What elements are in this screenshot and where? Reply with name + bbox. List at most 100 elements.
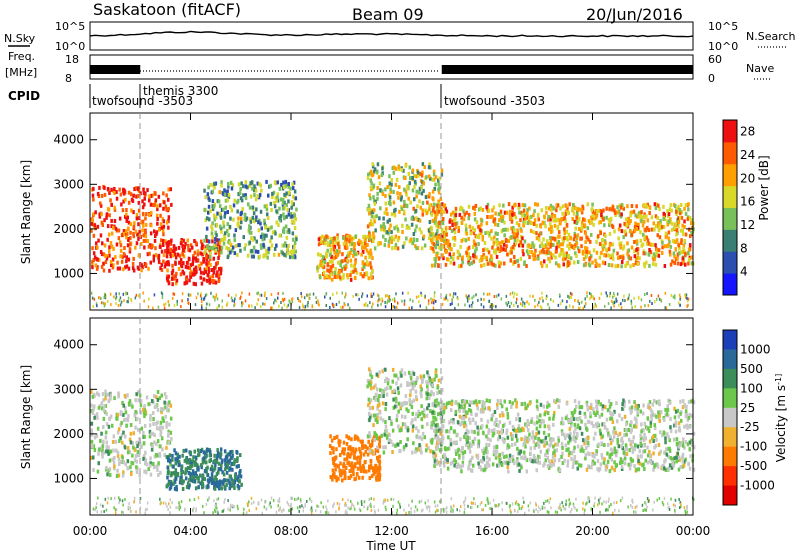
- echo-cell-0: [108, 213, 111, 218]
- echo-cell-4: [438, 186, 441, 191]
- echo-cell-1: [193, 239, 196, 243]
- ground-scatter-cell: [550, 298, 552, 301]
- echo-cell-5: [441, 234, 444, 239]
- echo-cell-5: [618, 209, 621, 214]
- echo-cell-5: [559, 242, 562, 247]
- echo-cell-4: [505, 407, 508, 412]
- echo-cell-3: [434, 370, 437, 375]
- echo-cell-1: [191, 469, 195, 474]
- echo-cell-2: [284, 224, 288, 229]
- echo-cell-0: [164, 249, 167, 254]
- echo-cell-1: [187, 458, 190, 463]
- echo-cell-4: [586, 451, 590, 456]
- echo-cell-1: [171, 453, 174, 458]
- echo-cell-4: [392, 237, 396, 242]
- ground-scatter-cell: [181, 292, 184, 296]
- ground-scatter-cell: [674, 294, 676, 298]
- ground-scatter-cell: [325, 292, 327, 296]
- echo-cell-2: [286, 248, 289, 252]
- echo-cell-4: [550, 438, 553, 443]
- echo-cell-2: [378, 439, 381, 444]
- echo-cell-4: [638, 449, 641, 454]
- echo-cell-0: [105, 449, 108, 454]
- echo-cell-0: [124, 214, 127, 219]
- ground-scatter-cell: [206, 302, 208, 306]
- echo-cell-3: [416, 435, 419, 440]
- echo-cell-5: [683, 239, 686, 243]
- echo-cell-0: [158, 396, 162, 401]
- echo-cell-1: [165, 254, 169, 259]
- echo-cell-1: [174, 468, 177, 473]
- echo-cell-0: [105, 465, 108, 470]
- echo-cell-3: [389, 419, 393, 424]
- echo-cell-0: [149, 417, 152, 422]
- echo-cell-0: [160, 249, 164, 254]
- echo-cell-3: [365, 260, 369, 265]
- echo-cell-0: [99, 438, 102, 443]
- echo-cell-4: [474, 421, 477, 426]
- echo-cell-4: [390, 230, 393, 235]
- echo-cell-0: [104, 403, 108, 408]
- echo-cell-3: [354, 252, 357, 257]
- ground-scatter-cell: [507, 301, 510, 305]
- echo-cell-4: [415, 174, 418, 179]
- echo-cell-2: [290, 200, 294, 205]
- echo-cell-1: [206, 273, 209, 278]
- echo-cell-5: [522, 220, 525, 225]
- echo-cell-5: [601, 260, 605, 265]
- echo-cell-0: [133, 221, 136, 226]
- echo-cell-4: [380, 173, 384, 178]
- echo-cell-4: [601, 455, 604, 460]
- echo-cell-5: [451, 236, 455, 241]
- echo-cell-0: [149, 194, 153, 198]
- echo-cell-2: [369, 459, 372, 463]
- ground-scatter-cell: [260, 293, 263, 297]
- echo-cell-5: [486, 202, 490, 207]
- echo-cell-0: [153, 229, 156, 234]
- echo-cell-4: [381, 192, 385, 197]
- echo-cell-1: [199, 275, 202, 280]
- echo-cell-1: [208, 453, 212, 458]
- ground-scatter-cell: [302, 305, 304, 309]
- echo-cell-5: [449, 260, 453, 265]
- echo-cell-4: [506, 446, 509, 451]
- ground-scatter-cell: [344, 295, 346, 299]
- echo-cell-5: [627, 220, 631, 225]
- echo-cell-4: [423, 243, 427, 248]
- echo-cell-4: [431, 177, 434, 182]
- echo-cell-2: [261, 232, 264, 237]
- echo-cell-5: [437, 235, 441, 240]
- echo-cell-2: [213, 243, 216, 248]
- echo-cell-0: [162, 219, 166, 224]
- ground-scatter-cell: [500, 297, 503, 301]
- echo-cell-1: [206, 478, 210, 483]
- echo-cell-5: [506, 227, 510, 232]
- echo-cell-0: [141, 205, 145, 210]
- ground-scatter-cell: [574, 298, 576, 302]
- echo-cell-3: [325, 274, 329, 279]
- echo-cell-4: [682, 437, 685, 442]
- echo-cell-0: [119, 459, 122, 464]
- echo-cell-2: [252, 245, 256, 250]
- ground-scatter-cell: [386, 294, 389, 297]
- echo-cell-0: [119, 436, 122, 441]
- ground-scatter-cell: [541, 296, 543, 300]
- echo-cell-2: [248, 183, 251, 188]
- echo-cell-5: [521, 243, 525, 248]
- ground-scatter-cell: [147, 305, 150, 309]
- echo-cell-3: [316, 265, 319, 270]
- echo-cell-0: [158, 427, 161, 431]
- echo-cell-4: [408, 181, 411, 186]
- ground-scatter-cell: [430, 297, 432, 301]
- echo-cell-3: [399, 448, 402, 453]
- echo-cell-2: [291, 237, 295, 242]
- ground-scatter-cell: [457, 297, 459, 301]
- echo-cell-2: [229, 180, 233, 185]
- echo-cell-5: [480, 257, 484, 262]
- echo-cell-1: [210, 268, 213, 272]
- echo-cell-5: [440, 238, 444, 243]
- echo-cell-1: [200, 281, 204, 286]
- ground-scatter-cell: [386, 301, 388, 305]
- echo-cell-1: [217, 486, 221, 491]
- ground-scatter-cell: [167, 300, 169, 304]
